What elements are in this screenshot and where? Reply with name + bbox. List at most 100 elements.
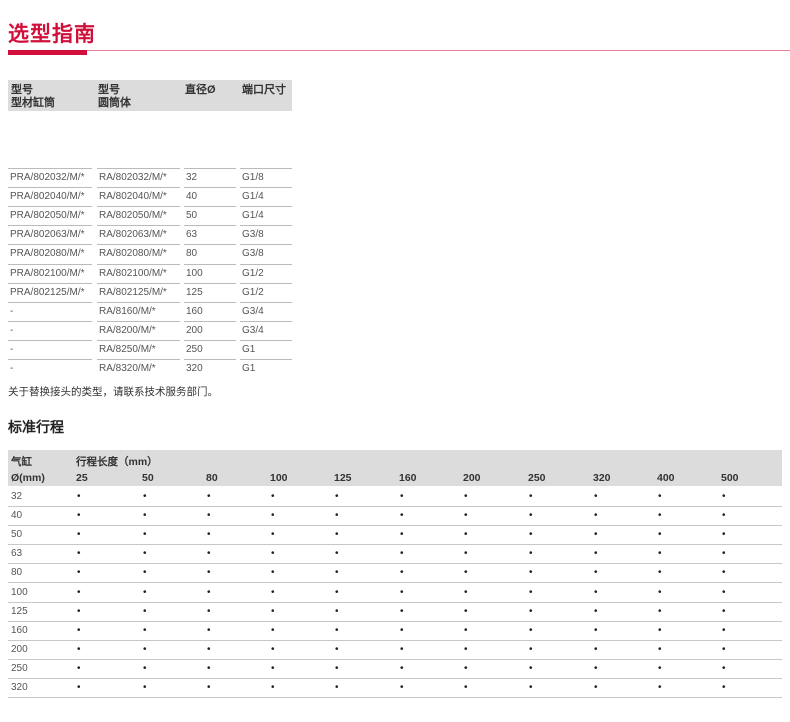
- round-model-cell: RA/8200/M/*: [97, 320, 180, 339]
- available-dot: •: [143, 529, 147, 541]
- available-dot: •: [464, 491, 468, 502]
- available-dot: •: [658, 605, 662, 617]
- bore-cell: 100: [11, 586, 28, 598]
- available-dot: •: [77, 548, 81, 560]
- available-dot: •: [464, 586, 468, 598]
- diameter-cell: 63: [184, 225, 236, 243]
- title-divider: [87, 50, 790, 51]
- stroke-length-header: 行程长度（mm）: [76, 456, 158, 468]
- available-dot: •: [77, 586, 81, 598]
- profile-model-cell: -: [8, 320, 92, 339]
- profile-model-cell: PRA/802100/M/*: [8, 263, 92, 282]
- available-dot: •: [77, 643, 81, 655]
- stroke-header: 200: [463, 472, 481, 484]
- table-row: 40 • • • • • • • • • • •: [8, 507, 782, 527]
- table-row: 250 • • • • • • • • • • •: [8, 660, 782, 679]
- available-dot: •: [464, 682, 468, 693]
- available-dot: •: [594, 491, 598, 502]
- round-model-cell: RA/802080/M/*: [97, 244, 180, 262]
- profile-model-cell: PRA/802063/M/*: [8, 225, 92, 243]
- available-dot: •: [335, 548, 339, 560]
- model-table-header: 型号 型材缸筒 型号 圆筒体 直径Ø 端口尺寸: [8, 80, 292, 111]
- table-row: 63 • • • • • • • • • • •: [8, 545, 782, 565]
- table-row: 100 • • • • • • • • • • •: [8, 584, 782, 603]
- port-size-cell: G1/2: [240, 282, 292, 301]
- available-dot: •: [658, 662, 662, 674]
- available-dot: •: [271, 624, 275, 636]
- available-dot: •: [529, 643, 533, 655]
- available-dot: •: [722, 491, 726, 502]
- available-dot: •: [400, 586, 404, 598]
- available-dot: •: [143, 682, 147, 693]
- available-dot: •: [143, 605, 147, 617]
- page-title: 选型指南: [8, 23, 96, 46]
- available-dot: •: [400, 682, 404, 693]
- available-dot: •: [207, 567, 211, 579]
- available-dot: •: [722, 682, 726, 693]
- available-dot: •: [658, 586, 662, 598]
- available-dot: •: [77, 662, 81, 674]
- available-dot: •: [143, 491, 147, 502]
- table-row: PRA/802050/M/* RA/802050/M/* 50 G1/4: [8, 206, 292, 225]
- available-dot: •: [464, 662, 468, 674]
- diameter-cell: 320: [184, 359, 236, 377]
- available-dot: •: [529, 510, 533, 522]
- profile-model-cell: PRA/802032/M/*: [8, 168, 92, 186]
- available-dot: •: [143, 567, 147, 579]
- bore-cell: 80: [11, 567, 23, 579]
- available-dot: •: [77, 567, 81, 579]
- available-dot: •: [335, 682, 339, 693]
- available-dot: •: [335, 510, 339, 522]
- available-dot: •: [143, 643, 147, 655]
- available-dot: •: [77, 605, 81, 617]
- bore-cell: 125: [11, 605, 28, 617]
- available-dot: •: [400, 643, 404, 655]
- available-dot: •: [594, 643, 598, 655]
- available-dot: •: [271, 491, 275, 502]
- available-dot: •: [529, 624, 533, 636]
- diameter-cell: 40: [184, 187, 236, 205]
- stroke-header: 500: [721, 472, 739, 484]
- stroke-header: 125: [334, 472, 352, 484]
- round-model-cell: RA/802032/M/*: [97, 168, 180, 186]
- available-dot: •: [335, 567, 339, 579]
- available-dot: •: [77, 682, 81, 693]
- available-dot: •: [400, 605, 404, 617]
- available-dot: •: [77, 510, 81, 522]
- profile-model-cell: PRA/802125/M/*: [8, 282, 92, 301]
- table-row: 125 • • • • • • • • • • •: [8, 603, 782, 622]
- port-size-cell: G1: [240, 339, 292, 358]
- available-dot: •: [77, 491, 81, 502]
- header-port-size: 端口尺寸: [242, 84, 286, 96]
- table-row: - RA/8320/M/* 320 G1: [8, 359, 292, 378]
- round-model-cell: RA/802063/M/*: [97, 225, 180, 243]
- available-dot: •: [722, 662, 726, 674]
- available-dot: •: [207, 643, 211, 655]
- round-model-cell: RA/802040/M/*: [97, 187, 180, 205]
- profile-model-cell: -: [8, 301, 92, 320]
- table-row: 50 • • • • • • • • • • •: [8, 526, 782, 546]
- stroke-header: 25: [76, 472, 88, 484]
- available-dot: •: [400, 567, 404, 579]
- available-dot: •: [207, 491, 211, 502]
- table-row: - RA/8200/M/* 200 G3/4: [8, 320, 292, 340]
- section-title: 标准行程: [8, 419, 64, 435]
- profile-model-cell: PRA/802080/M/*: [8, 244, 92, 262]
- available-dot: •: [464, 510, 468, 522]
- available-dot: •: [143, 586, 147, 598]
- bore-cell: 320: [11, 682, 28, 693]
- diameter-cell: 160: [184, 301, 236, 320]
- diameter-cell: 100: [184, 263, 236, 282]
- available-dot: •: [207, 510, 211, 522]
- available-dot: •: [658, 529, 662, 541]
- available-dot: •: [77, 529, 81, 541]
- title-accent-bar: [8, 50, 87, 55]
- table-row: - RA/8160/M/* 160 G3/4: [8, 301, 292, 321]
- available-dot: •: [529, 491, 533, 502]
- available-dot: •: [335, 662, 339, 674]
- corner-label-bottom: Ø(mm): [11, 472, 45, 484]
- bore-cell: 32: [11, 491, 23, 502]
- table-row: PRA/802080/M/* RA/802080/M/* 80 G3/8: [8, 244, 292, 263]
- header-profile-model: 型号 型材缸筒: [11, 84, 55, 109]
- bore-cell: 160: [11, 624, 28, 636]
